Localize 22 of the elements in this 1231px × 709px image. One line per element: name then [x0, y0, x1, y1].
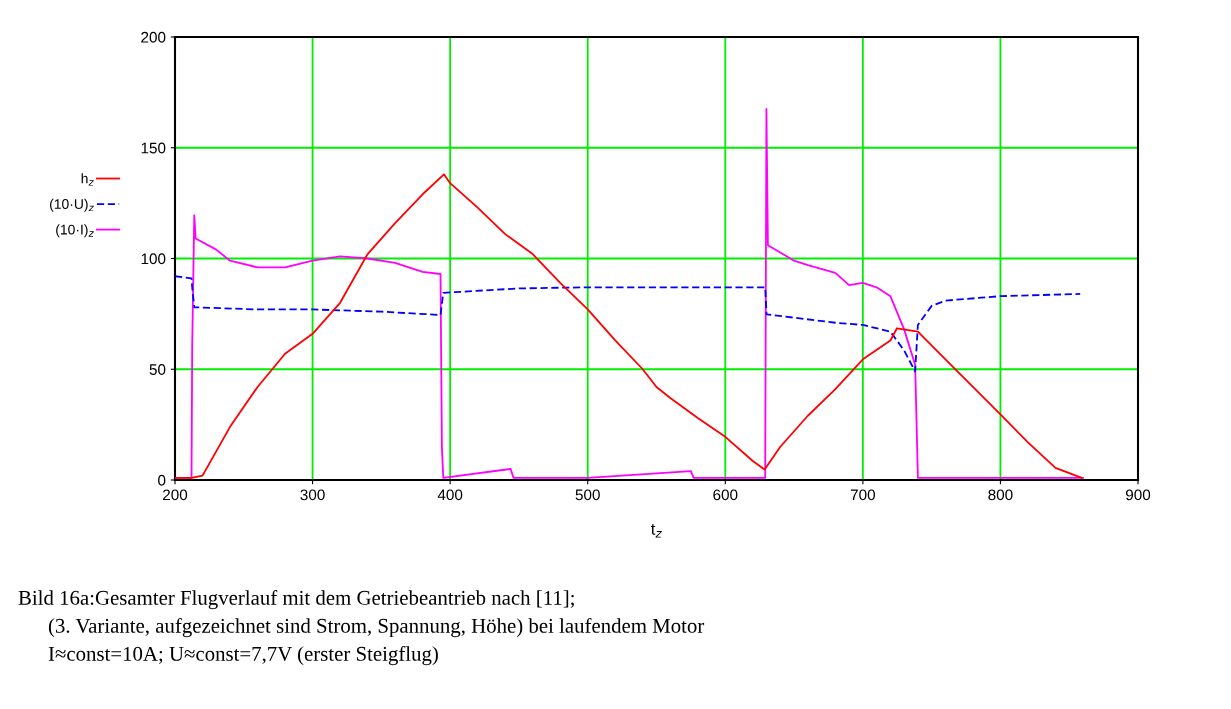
y-tick-label: 0	[158, 474, 166, 486]
legend-label: (10·U)$_{z}$	[50, 198, 94, 212]
x-tick-label: 900	[1125, 489, 1151, 501]
line-series	[175, 275, 1082, 373]
x-tick-label: 300	[300, 489, 325, 501]
y-tick-label: 100	[141, 253, 166, 265]
legend-label: h$_{z}$	[81, 173, 94, 186]
x-tick-label: 500	[575, 489, 600, 501]
x-tick-label: 200	[163, 489, 188, 501]
y-tick-label: 200	[141, 31, 166, 43]
x-tick-label: 800	[988, 489, 1013, 501]
y-tick-label: 150	[141, 142, 166, 154]
x-tick-label: 400	[437, 489, 463, 501]
line-series	[175, 173, 1083, 479]
x-tick-label: 600	[713, 489, 738, 501]
x-axis-title: t$_{z}$	[651, 523, 662, 538]
y-tick-label: 50	[149, 364, 166, 375]
text: I≈const=10A; U≈const=7,7V (erster Steigflug)	[48, 646, 438, 666]
legend-label: (10·I)$_{z}$	[56, 224, 94, 238]
x-tick-label: 700	[850, 489, 876, 501]
text: Bild 16a:Gesamter Flugverlauf mit dem Getriebeantrieb nach [11];	[18, 590, 574, 610]
text: (3. Variante, aufgezeichnet sind Strom, Spannung, Höhe) bei laufendem Motor	[48, 618, 705, 638]
